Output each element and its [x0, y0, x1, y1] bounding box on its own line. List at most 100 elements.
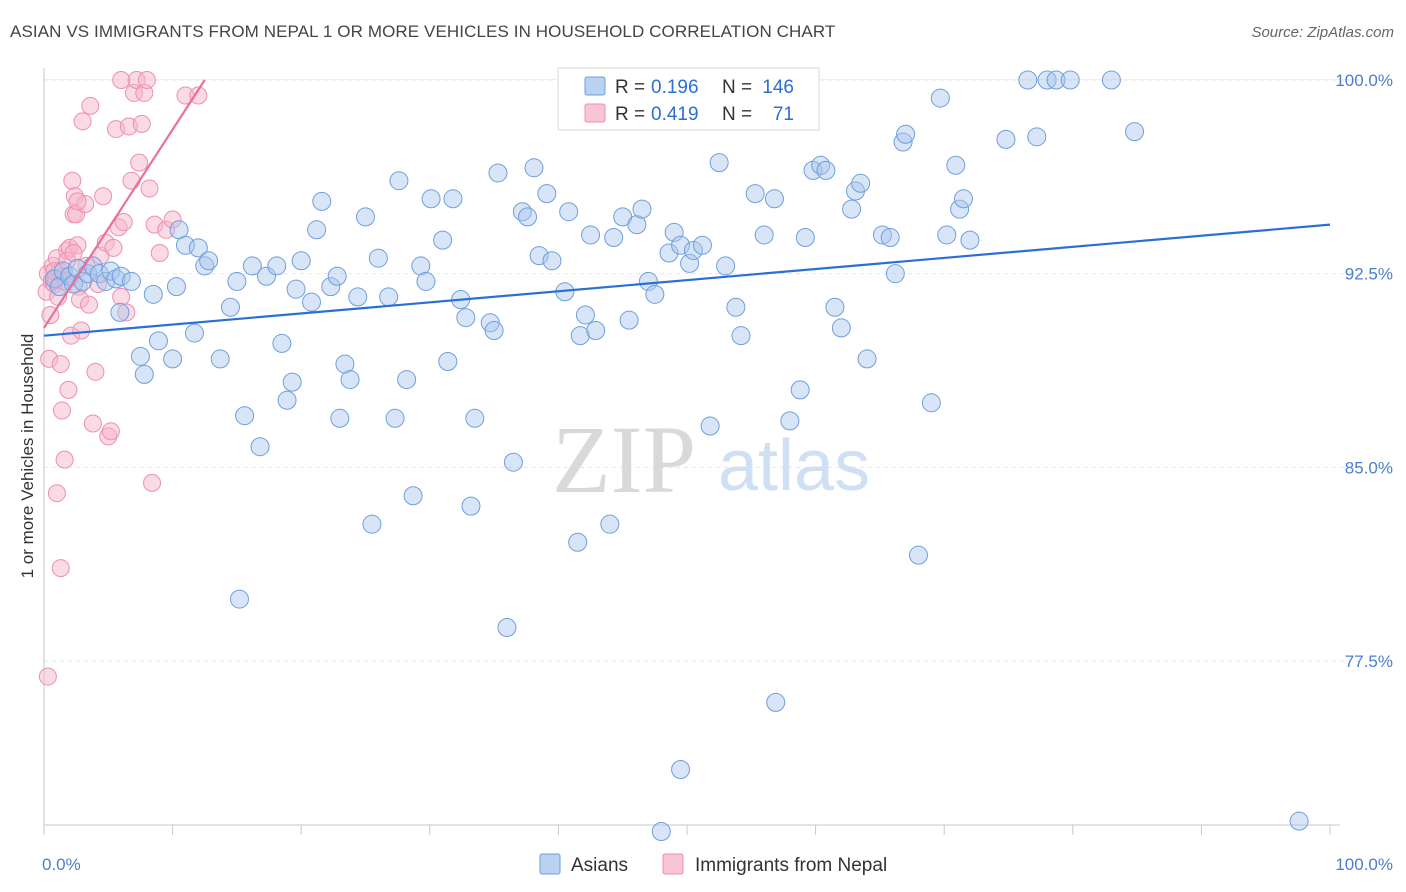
asian-point — [188, 238, 208, 258]
asian-point — [1289, 811, 1309, 831]
asian-point — [937, 225, 957, 245]
asian-point — [766, 692, 786, 712]
asian-point — [570, 326, 590, 346]
nepal-point — [63, 171, 82, 190]
asian-point — [709, 153, 729, 173]
asian-point — [537, 184, 557, 204]
nepal-point — [72, 321, 91, 340]
asian-point — [842, 199, 862, 219]
asian-points — [44, 70, 1309, 841]
asian-point — [683, 240, 703, 260]
asian-point — [1027, 127, 1047, 147]
nepal-point — [143, 473, 162, 492]
asian-point — [726, 297, 746, 317]
asian-point — [946, 155, 966, 175]
nepal-point — [132, 114, 151, 133]
asian-point — [163, 349, 183, 369]
nepal-point — [117, 303, 136, 322]
asian-point — [397, 370, 417, 390]
asian-point — [953, 189, 973, 209]
watermark-zip: ZIP — [552, 406, 696, 513]
asian-point — [896, 124, 916, 144]
asian-point — [465, 408, 485, 428]
asian-point — [872, 225, 892, 245]
nepal-point — [137, 71, 156, 89]
asian-point — [389, 171, 409, 191]
asian-point — [242, 256, 262, 276]
watermark-atlas: atlas — [718, 426, 870, 506]
asian-point — [362, 514, 382, 534]
asian-point — [272, 333, 292, 353]
asian-point — [121, 271, 141, 291]
nepal-point — [140, 179, 159, 198]
asian-point — [277, 390, 297, 410]
asian-point — [930, 88, 950, 108]
asian-point — [671, 235, 691, 255]
nepal-point — [80, 295, 99, 314]
legend-r-value: 0.196 — [651, 77, 699, 98]
asian-point — [488, 163, 508, 183]
asian-point — [811, 155, 831, 175]
nepal-point — [38, 667, 57, 686]
y-tick-label: 100.0% — [1335, 71, 1393, 90]
asian-point — [960, 230, 980, 250]
nepal-point — [150, 244, 169, 263]
nepal-point — [53, 401, 72, 420]
asian-point — [199, 251, 219, 271]
asian-point — [671, 760, 691, 780]
asian-point — [950, 199, 970, 219]
asian-point — [921, 393, 941, 413]
asian-point — [340, 370, 360, 390]
nepal-point — [130, 153, 149, 172]
nepal-point — [81, 96, 100, 115]
y-tick-label: 92.5% — [1345, 265, 1393, 284]
trend-lines — [43, 79, 1331, 337]
y-tick-label: 77.5% — [1345, 652, 1393, 671]
x-tick-label: 100.0% — [1335, 855, 1393, 874]
asian-point — [568, 532, 588, 552]
asian-point — [764, 189, 784, 209]
asian-point — [716, 256, 736, 276]
asian-point — [996, 129, 1016, 149]
asian-point — [220, 297, 240, 317]
asian-point — [49, 277, 69, 297]
asian-point — [700, 416, 720, 436]
asian-point — [143, 284, 163, 304]
asian-point — [880, 228, 900, 248]
asian-point — [586, 320, 606, 340]
legend-n-label: N = — [722, 104, 752, 125]
nepal-point — [73, 112, 92, 131]
asian-point — [330, 408, 350, 428]
x-tick-labels: 0.0% 100.0% — [42, 855, 1393, 874]
bottom-legend: Asians Immigrants from Nepal — [539, 853, 887, 876]
asian-point — [130, 346, 150, 366]
asians-trend-line — [43, 223, 1331, 337]
asian-point — [851, 173, 871, 193]
asian-point — [148, 331, 168, 351]
nepal-point — [112, 287, 131, 306]
asian-point — [512, 202, 532, 222]
asian-point — [529, 246, 549, 266]
asian-point — [433, 230, 453, 250]
nepal-trend-line — [43, 79, 206, 329]
asian-point — [604, 228, 624, 248]
asian-point — [831, 318, 851, 338]
y-axis-label: 1 or more Vehicles in Household — [18, 334, 37, 579]
nepal-point — [189, 86, 208, 105]
nepal-point — [163, 210, 182, 229]
nepal-point — [114, 213, 133, 232]
legend-n-label: N = — [722, 77, 752, 98]
asian-point — [692, 235, 712, 255]
asian-point — [348, 287, 368, 307]
bottom-legend-label-nepal: Immigrants from Nepal — [695, 855, 887, 876]
nepal-point — [122, 171, 141, 190]
asian-point — [307, 220, 327, 240]
x-tick-label: 0.0% — [42, 855, 81, 874]
legend-swatch-asians — [584, 76, 606, 96]
legend-r-label: R = — [615, 77, 645, 98]
asian-point — [795, 228, 815, 248]
asian-point — [229, 589, 249, 609]
asian-point — [1018, 70, 1038, 90]
nepal-point — [68, 192, 87, 211]
legend-r-label: R = — [615, 104, 645, 125]
